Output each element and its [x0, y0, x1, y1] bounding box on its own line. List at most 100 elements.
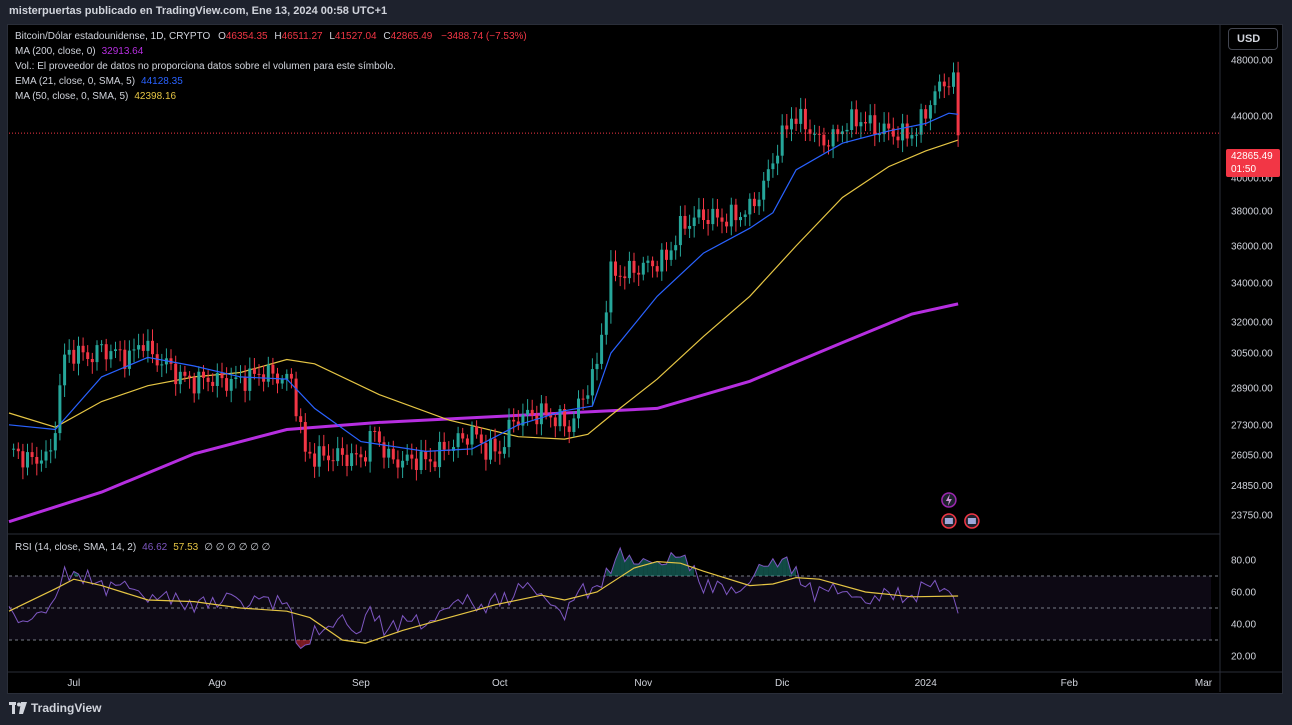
candle-body — [743, 214, 747, 217]
candle-body — [507, 419, 511, 448]
candle-body — [665, 249, 668, 260]
candle-body — [739, 217, 742, 221]
candle-body — [493, 438, 497, 452]
candle-body — [151, 340, 154, 355]
candle-body — [252, 368, 256, 374]
candle-body — [785, 125, 789, 130]
rsi-overbought-fill — [680, 555, 685, 576]
ema21-label: EMA (21, close, 0, SMA, 5) — [15, 76, 136, 87]
rsi-ma-value: 57.53 — [173, 542, 199, 553]
candle-body — [350, 453, 354, 466]
candle-body — [155, 354, 159, 366]
price-axis-tick-12: 23750.00 — [1231, 510, 1273, 521]
price-axis-tick-2: 40000.00 — [1231, 173, 1273, 184]
tradingview-footer[interactable]: TradingView — [9, 701, 101, 715]
ma200-value: 32913.64 — [101, 46, 144, 57]
candle-body — [225, 378, 229, 391]
rsi-ma-line — [8, 560, 959, 644]
rsi-overbought-fill — [759, 564, 764, 576]
candle-body — [345, 454, 349, 466]
chart-frame[interactable] — [7, 24, 1283, 694]
candle-body — [803, 108, 807, 130]
ma200-legend[interactable]: MA (200, close, 0) 32913.64 — [15, 46, 143, 57]
candle-body — [572, 418, 576, 432]
candle-body — [609, 261, 613, 313]
high-value: 46511.27 — [281, 31, 323, 42]
candle-body — [715, 208, 719, 218]
candle-body — [618, 275, 622, 277]
candle-body — [183, 371, 187, 376]
price-axis-tick-10: 26050.00 — [1231, 451, 1273, 462]
tradingview-logo-icon — [9, 702, 27, 714]
candle-body — [359, 454, 363, 458]
candle-body — [924, 109, 928, 119]
candle-body — [873, 115, 877, 135]
candle-body — [178, 371, 182, 385]
candle-body — [405, 454, 409, 461]
time-axis-tick-5: Dic — [775, 678, 789, 689]
us-flag-glyph-1 — [967, 518, 976, 524]
candle-body — [39, 460, 43, 464]
candle-body — [197, 371, 201, 394]
currency-button[interactable]: USD — [1228, 28, 1278, 50]
candle-body — [678, 216, 682, 246]
rsi-overbought-fill — [768, 558, 773, 576]
low-label: L — [329, 31, 335, 42]
rsi-oversold-fill — [300, 640, 306, 649]
candle-body — [919, 109, 923, 135]
candle-body — [391, 448, 395, 460]
candle-body — [641, 262, 645, 275]
time-axis-tick-7: Feb — [1061, 678, 1079, 689]
candle-body — [289, 373, 293, 379]
candle-body — [697, 209, 701, 218]
candle-body — [854, 109, 858, 127]
candle-body — [127, 350, 131, 369]
candle-body — [915, 134, 918, 136]
candle-body — [109, 351, 113, 360]
price-axis-tick-11: 24850.00 — [1231, 481, 1273, 492]
candle-body — [683, 216, 687, 229]
ma50-label: MA (50, close, 0, SMA, 5) — [15, 91, 129, 102]
candle-body — [123, 349, 127, 369]
rsi-overbought-fill — [634, 564, 639, 576]
ema21-legend[interactable]: EMA (21, close, 0, SMA, 5) 44128.35 — [15, 76, 183, 87]
candle-body — [623, 276, 627, 279]
candle-body — [465, 438, 469, 445]
candle-body — [215, 373, 219, 386]
candle-body — [410, 454, 414, 459]
rsi-axis-tick-1: 60.00 — [1231, 588, 1256, 599]
candle-body — [549, 414, 553, 418]
candle-body — [521, 414, 525, 426]
candle-body — [377, 431, 381, 443]
price-axis-tick-4: 36000.00 — [1231, 241, 1273, 252]
candle-body — [484, 443, 488, 460]
candle-body — [813, 133, 817, 135]
candle-body — [539, 403, 543, 425]
last-price-value: 42865.49 — [1231, 151, 1273, 162]
candle-body — [211, 381, 215, 386]
candle-body — [790, 118, 793, 130]
ma200-label: MA (200, close, 0) — [15, 46, 96, 57]
candle-body — [502, 447, 506, 454]
ma50-line — [8, 139, 959, 440]
candle-body — [780, 125, 784, 156]
bar-countdown: 01:50 — [1231, 164, 1257, 175]
symbol-legend[interactable]: Bitcoin/Dólar estadounidense, 1D, CRYPTO… — [15, 31, 527, 42]
candle-body — [299, 416, 303, 422]
high-label: H — [274, 31, 282, 42]
close-label: C — [383, 31, 391, 42]
candle-body — [910, 135, 914, 139]
candle-body — [95, 345, 99, 363]
candle-body — [831, 129, 835, 147]
candle-body — [21, 451, 25, 468]
candle-body — [702, 209, 705, 220]
rsi-legend[interactable]: RSI (14, close, SMA, 14, 2) 46.62 57.53 ∅ ∅… — [15, 542, 270, 553]
volume-legend: Vol.: El proveedor de datos no proporcio… — [15, 61, 396, 72]
candle-body — [470, 426, 474, 445]
ma50-legend[interactable]: MA (50, close, 0, SMA, 5) 42398.16 — [15, 91, 176, 102]
candle-body — [896, 136, 900, 141]
candle-body — [373, 431, 377, 432]
candle-body — [146, 340, 150, 351]
candle-body — [725, 221, 729, 227]
